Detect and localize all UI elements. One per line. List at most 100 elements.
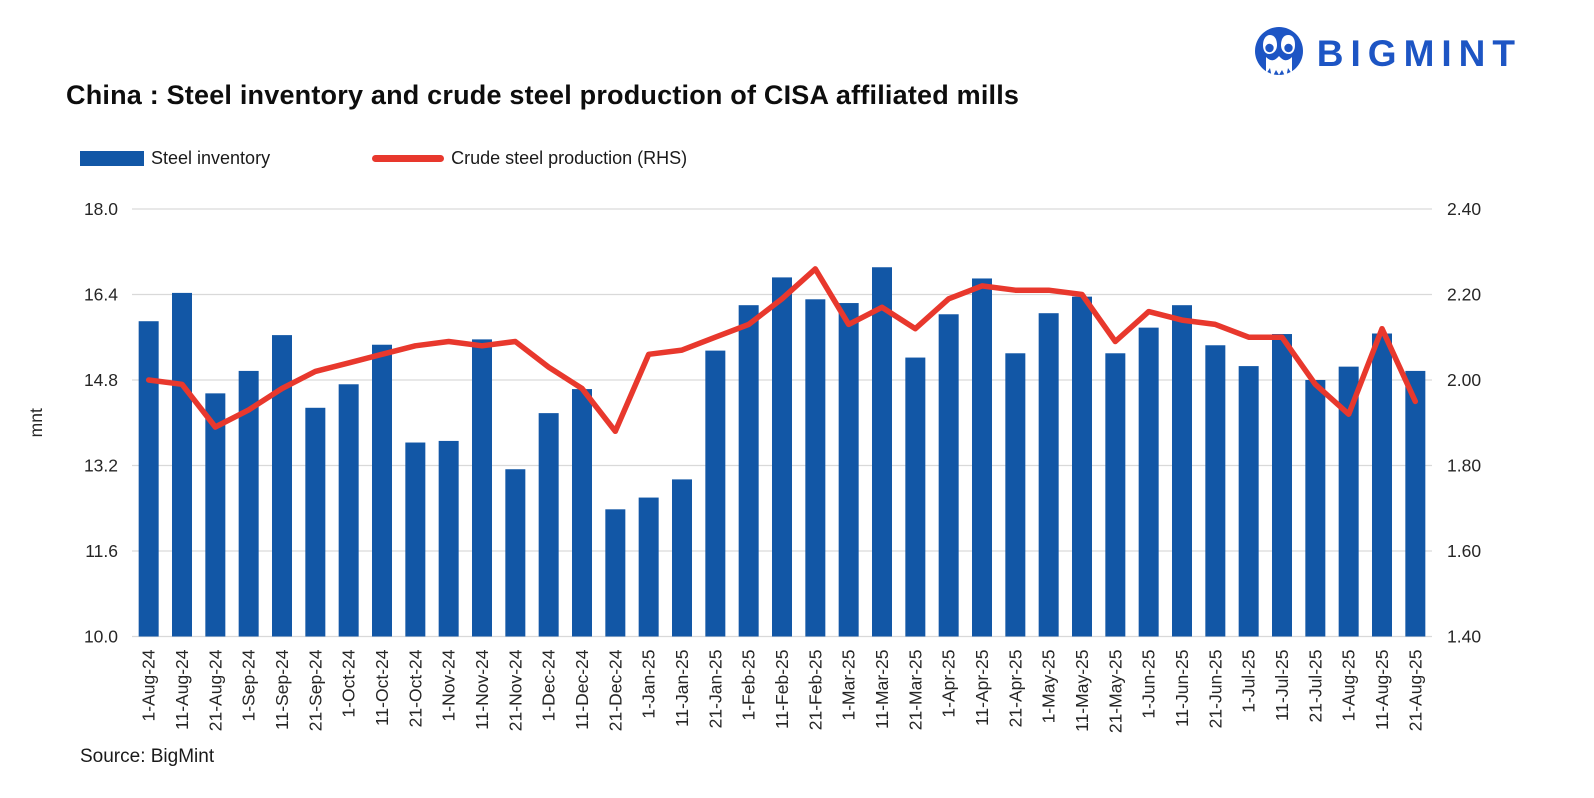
bigmint-owl-icon	[1254, 27, 1303, 78]
x-axis-label: 1-Jul-25	[1239, 650, 1259, 713]
bar	[1138, 327, 1159, 637]
bar	[238, 370, 259, 637]
left-axis-tick-label: 13.2	[84, 456, 118, 476]
bar	[905, 357, 926, 637]
bar	[805, 299, 826, 637]
x-axis-label: 1-Mar-25	[839, 650, 859, 721]
bar	[1005, 353, 1026, 637]
x-axis-label: 1-Aug-25	[1339, 650, 1359, 722]
bar	[872, 267, 892, 637]
crude-steel-production-line	[145, 266, 1419, 435]
x-axis-label: 11-Oct-24	[372, 649, 392, 726]
x-axis-label: 11-Aug-25	[1372, 650, 1392, 730]
x-axis-label: 1-Dec-24	[539, 649, 559, 721]
bar	[1072, 296, 1092, 637]
steel-inventory-bars	[138, 267, 1426, 637]
left-axis-tick-label: 16.4	[84, 285, 118, 305]
x-axis-label: 11-Dec-24	[572, 649, 592, 730]
x-axis-label: 1-Apr-25	[939, 650, 959, 718]
x-axis-label: 11-Jul-25	[1272, 650, 1292, 722]
left-axis-tick-label: 11.6	[85, 541, 118, 561]
x-axis-label: 1-May-25	[1039, 650, 1059, 724]
x-axis-label: 21-Mar-25	[905, 650, 925, 731]
legend-item-crude-steel-production: Crude steel production (RHS)	[372, 148, 687, 169]
x-axis-label: 11-Mar-25	[872, 650, 892, 729]
bar	[638, 497, 659, 637]
x-axis-label: 21-Aug-25	[1405, 650, 1425, 732]
bar	[205, 393, 226, 637]
x-axis-label: 21-Aug-24	[205, 649, 225, 731]
left-axis-tick-label: 14.8	[84, 370, 118, 390]
right-axis-tick-label: 2.20	[1447, 285, 1481, 305]
bar	[1272, 334, 1292, 637]
bar	[705, 350, 726, 637]
bar	[1305, 380, 1326, 637]
chart-title: China : Steel inventory and crude steel …	[66, 80, 1020, 110]
left-axis-ticks: 18.0 16.4 14.8 13.2 11.6 10.0	[84, 199, 118, 647]
bar	[372, 344, 392, 637]
x-axis-labels: 1-Aug-24 11-Aug-24 21-Aug-24 1-Sep-24 11-Sep…	[139, 649, 1426, 733]
x-axis-label: 11-Nov-24	[472, 649, 492, 730]
bar	[272, 335, 292, 637]
x-axis-label: 21-Feb-25	[805, 650, 825, 731]
right-axis-tick-label: 1.40	[1447, 627, 1481, 647]
bar	[1205, 345, 1226, 637]
legend-item-steel-inventory: Steel inventory	[80, 148, 270, 169]
x-axis-label: 11-May-25	[1072, 650, 1092, 732]
bar	[972, 278, 992, 637]
legend-label-crude-steel-production: Crude steel production (RHS)	[451, 148, 688, 168]
bar	[772, 277, 792, 637]
x-axis-label: 21-Jun-25	[1205, 650, 1225, 729]
bar	[1405, 370, 1426, 637]
bar	[738, 305, 759, 637]
bigmint-logo: BIGMINT	[1253, 26, 1522, 82]
source-note: Source: BigMint	[80, 746, 215, 767]
bar	[1372, 333, 1392, 637]
bigmint-logo-text: BIGMINT	[1316, 33, 1522, 74]
x-axis-label: 11-Jan-25	[672, 650, 692, 728]
left-axis-tick-label: 18.0	[84, 199, 118, 219]
bar	[438, 440, 459, 637]
bar	[838, 303, 859, 637]
x-axis-label: 1-Sep-24	[239, 649, 259, 721]
legend-label-steel-inventory: Steel inventory	[151, 148, 271, 168]
bar	[305, 407, 326, 637]
chart-legend: Steel inventory Crude steel production (…	[80, 148, 687, 169]
x-axis-label: 11-Sep-24	[272, 649, 292, 730]
bar	[505, 469, 526, 637]
bar	[172, 292, 192, 637]
bar	[1105, 353, 1126, 637]
bar	[338, 384, 359, 637]
legend-swatch-bar-icon	[80, 151, 144, 166]
x-axis-label: 1-Aug-24	[139, 649, 159, 721]
x-axis-label: 21-Dec-24	[605, 649, 625, 731]
x-axis-label: 11-Jun-25	[1172, 650, 1192, 728]
bar	[938, 314, 959, 637]
legend-swatch-line-icon	[372, 155, 445, 162]
bar	[472, 339, 492, 637]
x-axis-label: 21-Nov-24	[505, 649, 525, 731]
x-axis-label: 21-Jan-25	[705, 650, 725, 729]
bar	[1172, 305, 1192, 637]
bar	[672, 479, 692, 637]
x-axis-label: 21-Oct-24	[405, 649, 425, 727]
left-axis-title: mnt	[26, 408, 46, 437]
bar	[1238, 366, 1259, 637]
x-axis-label: 1-Nov-24	[439, 649, 459, 721]
bar	[1038, 313, 1059, 637]
right-axis-ticks: 2.40 2.20 2.00 1.80 1.60 1.40	[1447, 199, 1481, 647]
bar	[572, 389, 592, 637]
right-axis-tick-label: 2.00	[1447, 370, 1481, 390]
x-axis-label: 1-Feb-25	[739, 650, 759, 721]
right-axis-tick-label: 2.40	[1447, 199, 1481, 219]
x-axis-label: 21-Jul-25	[1305, 650, 1325, 723]
right-axis-tick-label: 1.80	[1447, 456, 1481, 476]
x-axis-label: 21-Sep-24	[305, 649, 325, 731]
x-axis-label: 1-Jun-25	[1139, 650, 1159, 719]
x-axis-label: 11-Feb-25	[772, 650, 792, 729]
x-axis-label: 1-Jan-25	[639, 650, 659, 719]
bar	[538, 413, 559, 637]
x-axis-label: 11-Apr-25	[972, 650, 992, 727]
